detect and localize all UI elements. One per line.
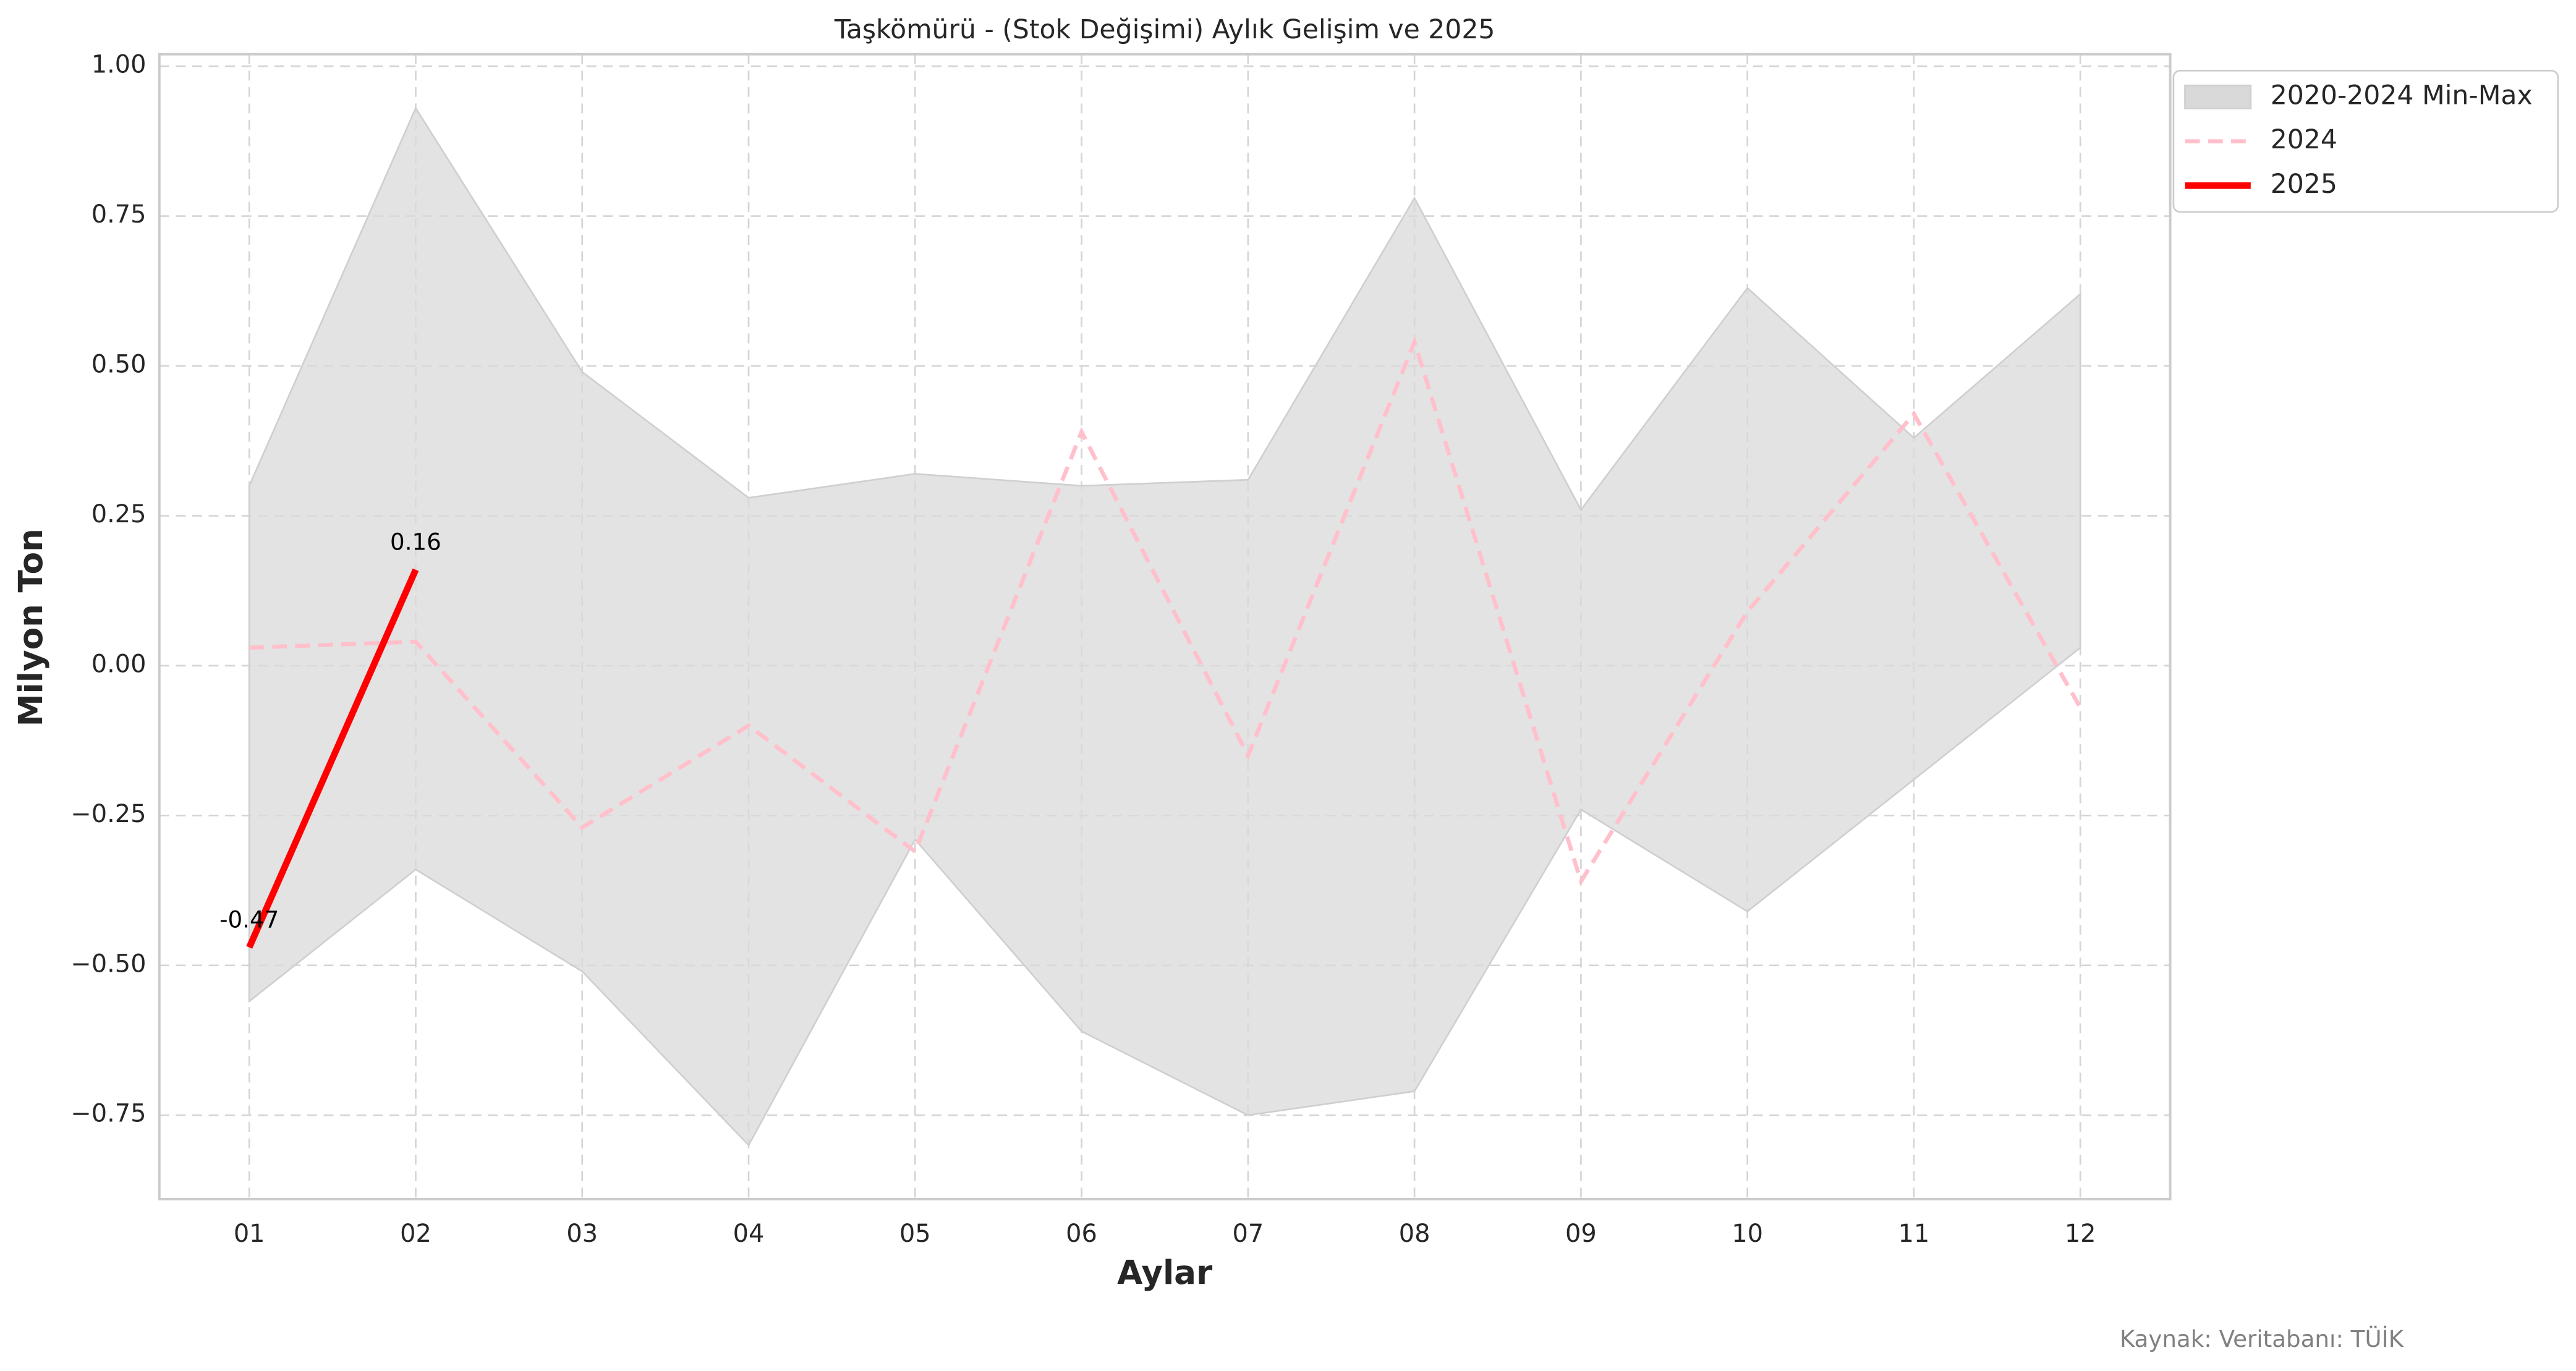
x-tick-label: 09: [1565, 1220, 1597, 1248]
x-tick-label: 06: [1066, 1220, 1097, 1248]
y-axis-label: Milyon Ton: [12, 528, 50, 726]
x-tick-label: 10: [1732, 1220, 1763, 1248]
x-tick-label: 08: [1399, 1220, 1430, 1248]
x-tick-label: 01: [234, 1220, 265, 1248]
y-tick-label: 0.00: [91, 650, 147, 678]
x-tick-label: 05: [899, 1220, 931, 1248]
y-tick-label: −0.25: [70, 800, 146, 828]
data-label: 0.16: [390, 528, 441, 556]
legend-label: 2020-2024 Min-Max: [2271, 80, 2533, 111]
plot-frame: [158, 53, 2172, 1201]
legend-swatch: [2184, 84, 2252, 109]
x-tick-label: 07: [1232, 1220, 1264, 1248]
x-tick-label: 04: [733, 1220, 765, 1248]
series-line: [249, 336, 2083, 886]
source-note: Kaynak: Veritabanı: TÜİK: [2120, 1325, 2405, 1352]
y-tick-label: 0.50: [91, 350, 147, 379]
y-tick-label: 0.25: [91, 500, 147, 528]
y-tick-label: −0.50: [70, 949, 146, 978]
x-tick-label: 11: [1898, 1220, 1930, 1248]
legend-label: 2025: [2271, 169, 2337, 200]
y-tick-label: 0.75: [91, 200, 147, 229]
y-tick-label: −0.75: [70, 1100, 146, 1128]
series-line: [246, 568, 419, 949]
legend: 2020-2024 Min-Max 2024 2025: [2172, 69, 2559, 213]
x-tick-label: 03: [566, 1220, 598, 1248]
chart-title: Taşkömürü - (Stok Değişimi) Aylık Gelişi…: [834, 15, 1495, 45]
data-label: -0.47: [219, 906, 279, 933]
x-tick-label: 02: [400, 1220, 431, 1248]
min-max-band: [248, 106, 2081, 1147]
y-tick-label: 1.00: [91, 51, 147, 79]
legend-box: [2172, 69, 2559, 213]
legend-label: 2024: [2271, 125, 2337, 155]
x-axis-label: Aylar: [1117, 1254, 1213, 1292]
x-tick-label: 12: [2065, 1220, 2096, 1248]
